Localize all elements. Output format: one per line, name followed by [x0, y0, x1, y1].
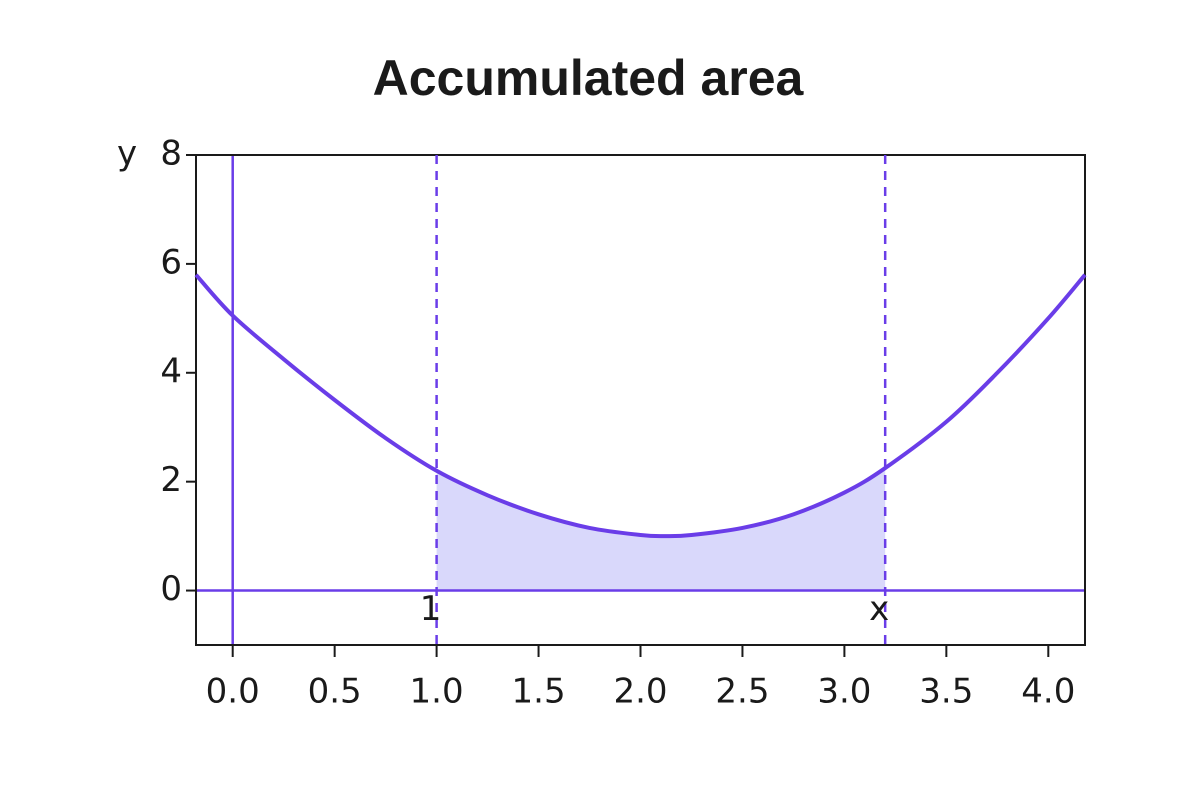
chart-title: Accumulated area [373, 50, 805, 106]
y-tick-label: 4 [160, 351, 182, 391]
x-tick-label: 4.0 [1021, 672, 1075, 712]
x-tick-label: 3.5 [919, 672, 973, 712]
marker-label: 1 [420, 589, 442, 629]
x-tick-label: 0.0 [206, 672, 260, 712]
x-tick-label: 0.5 [308, 672, 362, 712]
x-tick-label: 3.0 [817, 672, 871, 712]
y-tick-label: 2 [160, 460, 182, 500]
x-tick-label: 1.0 [410, 672, 464, 712]
y-tick-label: 6 [160, 242, 182, 282]
y-tick-label: 0 [160, 569, 182, 609]
x-tick-label: 2.5 [715, 672, 769, 712]
x-tick-label: 2.0 [613, 672, 667, 712]
marker-label: x [869, 589, 889, 629]
shaded-area [436, 468, 886, 591]
y-tick-label: 8 [160, 134, 182, 174]
x-tick-label: 1.5 [512, 672, 566, 712]
curve [194, 273, 1087, 539]
y-axis-label: y [117, 134, 137, 174]
